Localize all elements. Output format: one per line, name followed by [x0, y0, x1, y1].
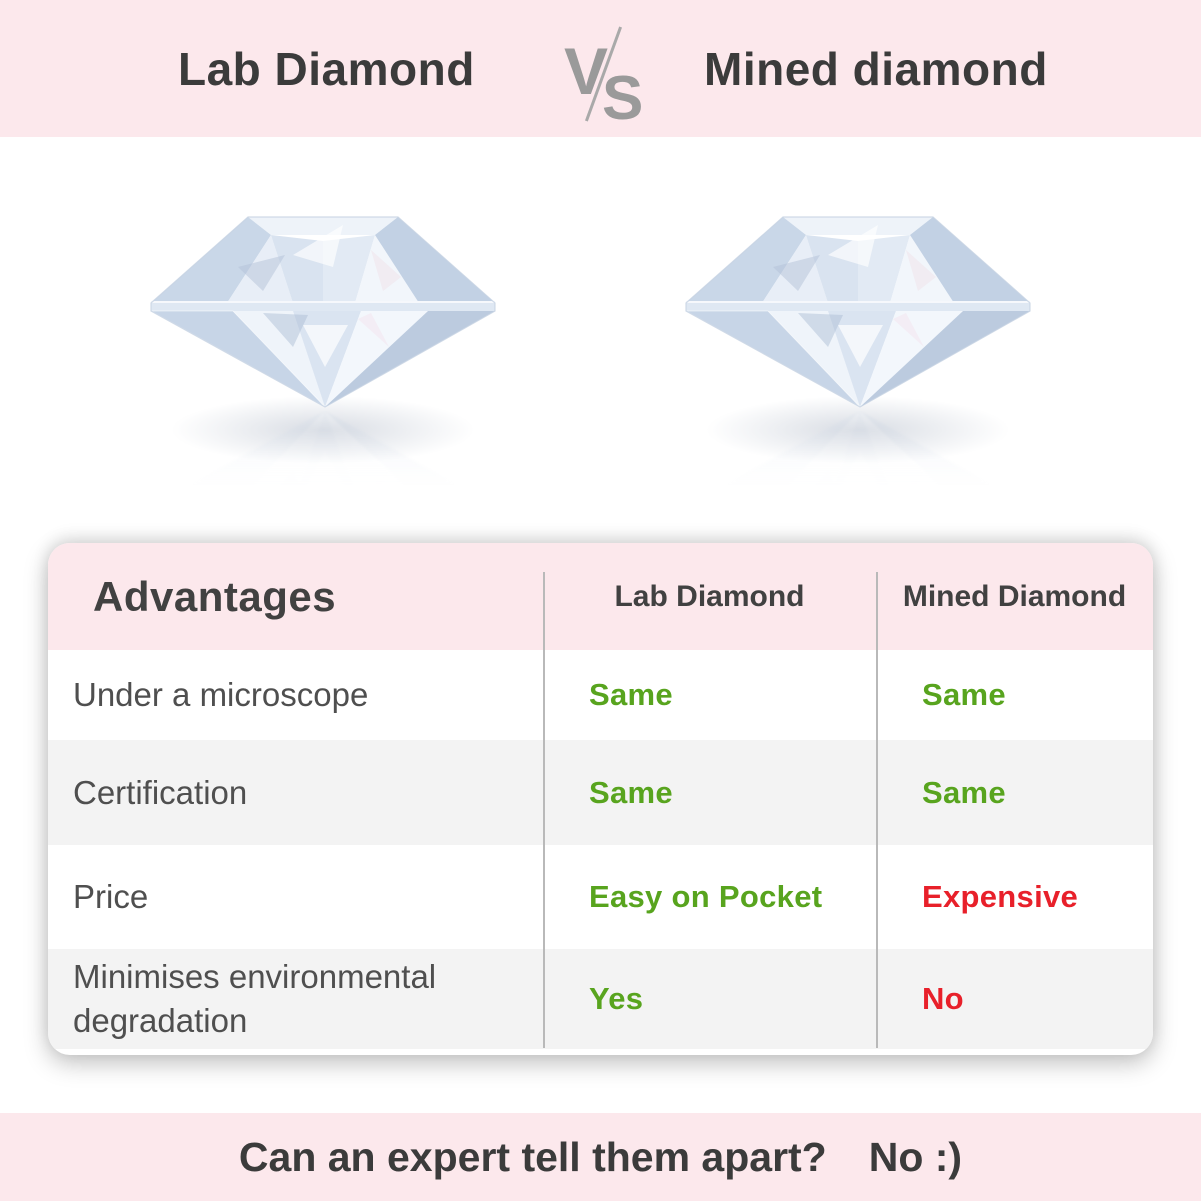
- right-title: Mined diamond: [704, 42, 1048, 95]
- mined-value: Same: [922, 774, 1006, 810]
- footer-answer: No :): [868, 1133, 963, 1180]
- left-title: Lab Diamond: [178, 42, 475, 95]
- lab-value: Yes: [589, 981, 644, 1016]
- vs-badge: V S: [560, 18, 650, 130]
- column-divider: [543, 572, 545, 1048]
- row-label: Minimises environmental degradation: [73, 958, 437, 1039]
- diamond-reflection: [678, 410, 1038, 602]
- table-header-row: Advantages Lab Diamond Mined Diamond: [48, 543, 1153, 650]
- mined-value: Same: [922, 677, 1006, 712]
- lab-value: Same: [589, 677, 673, 712]
- table-row: Certification Same Same: [48, 740, 1153, 845]
- bottom-banner: Can an expert tell them apart? No :): [0, 1113, 1201, 1201]
- mined-value: Expensive: [922, 879, 1079, 914]
- header-lab-diamond: Lab Diamond: [614, 579, 805, 613]
- table-row: Under a microscope Same Same: [48, 650, 1153, 740]
- lab-value: Same: [589, 774, 673, 810]
- row-label: Certification: [73, 773, 248, 811]
- diamond-icon: [685, 216, 1031, 408]
- diamond-icon: [150, 216, 496, 408]
- header-mined-diamond: Mined Diamond: [902, 579, 1127, 613]
- lab-diamond-image: [143, 195, 503, 602]
- mined-diamond-image: [678, 195, 1038, 602]
- row-label: Price: [73, 878, 149, 916]
- table-row: Minimises environmental degradation Yes …: [48, 949, 1153, 1049]
- row-label: Under a microscope: [73, 676, 369, 714]
- column-divider: [876, 572, 878, 1048]
- top-banner: Lab Diamond V S Mined diamond: [0, 0, 1201, 137]
- mined-value: No: [922, 981, 964, 1016]
- lab-value: Easy on Pocket: [589, 879, 823, 914]
- footer-question: Can an expert tell them apart?: [238, 1133, 827, 1180]
- comparison-table: Advantages Lab Diamond Mined Diamond Und…: [48, 543, 1153, 1055]
- vs-letter-s: S: [602, 64, 644, 133]
- diamond-reflection: [143, 410, 503, 602]
- header-advantages: Advantages: [93, 572, 337, 620]
- table-row: Price Easy on Pocket Expensive: [48, 845, 1153, 949]
- vs-letter-v: V: [564, 34, 609, 108]
